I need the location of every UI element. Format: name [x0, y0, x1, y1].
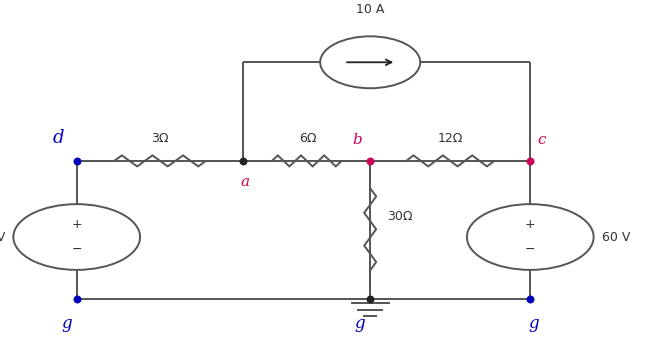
Text: 6Ω: 6Ω [299, 132, 317, 145]
Circle shape [320, 36, 420, 88]
Text: g: g [528, 315, 539, 332]
Text: 3Ω: 3Ω [151, 132, 169, 145]
Point [365, 297, 376, 302]
Text: b: b [352, 133, 362, 147]
Text: g: g [355, 315, 366, 332]
Text: 60 V: 60 V [602, 230, 630, 244]
Text: 24 V: 24 V [0, 230, 5, 244]
Circle shape [13, 204, 140, 270]
Point [525, 297, 536, 302]
Point [365, 158, 376, 164]
Text: +: + [71, 218, 82, 231]
Circle shape [467, 204, 594, 270]
Text: −: − [71, 243, 82, 256]
Text: 12Ω: 12Ω [438, 132, 463, 145]
Point [238, 158, 249, 164]
Text: +: + [525, 218, 536, 231]
Text: a: a [241, 175, 250, 189]
Text: g: g [61, 315, 72, 332]
Point [71, 158, 82, 164]
Point [71, 297, 82, 302]
Point [525, 158, 536, 164]
Text: d: d [53, 129, 65, 147]
Text: −: − [525, 243, 536, 256]
Text: 30Ω: 30Ω [387, 210, 412, 223]
Text: 10 A: 10 A [356, 2, 384, 16]
Text: c: c [538, 133, 546, 147]
